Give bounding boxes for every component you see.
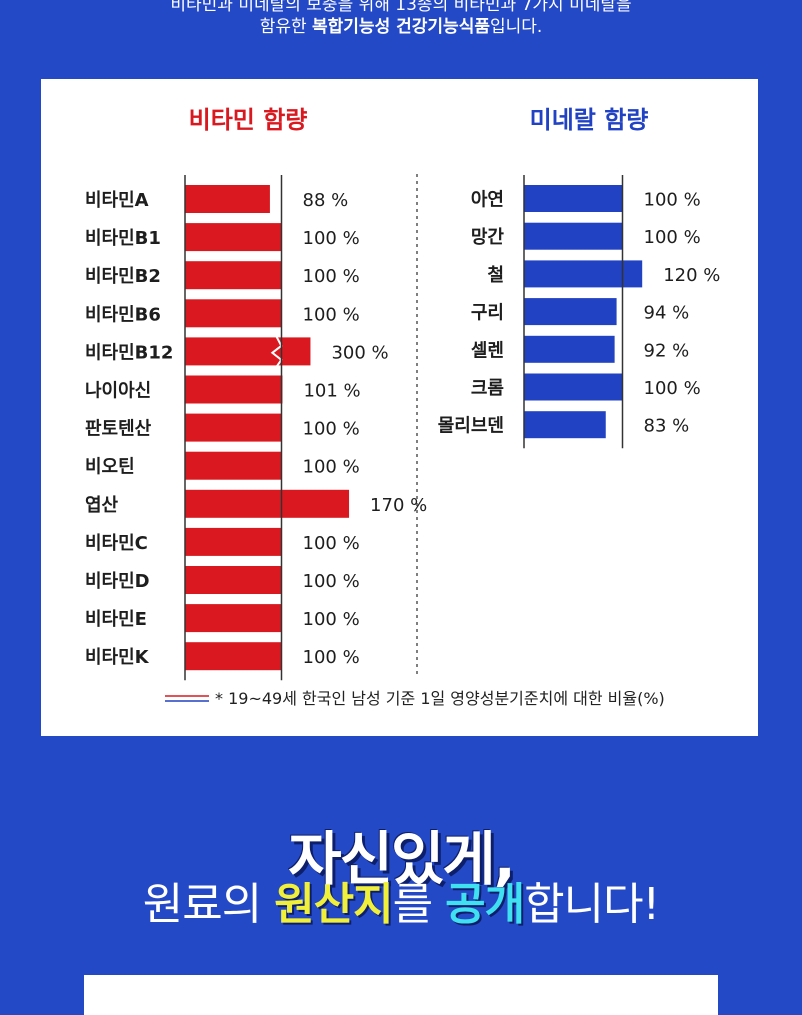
vitamin-axis-break xyxy=(270,333,283,369)
vitamin-value-label: 100 % xyxy=(303,647,360,668)
vitamin-value-label: 100 % xyxy=(303,266,360,287)
mineral-category-label: 아연 xyxy=(471,190,504,211)
nutrient-bar-charts: 비타민 함량 미네랄 함량 비타민A 88 % 비타민B1 100 % 비타민B2 100… xyxy=(85,106,720,708)
mineral-category-label: 구리 xyxy=(471,303,504,324)
vitamin-chart-title: 비타민 함량 xyxy=(189,106,308,134)
vitamin-category-label: 엽산 xyxy=(85,495,119,516)
vitamin-bar xyxy=(185,223,282,252)
mineral-bar xyxy=(524,411,606,439)
mineral-value-label: 94 % xyxy=(644,303,690,324)
vitamin-value-label: 88 % xyxy=(303,190,349,211)
mineral-bars: 아연 100 % 망간 100 % 철 120 % 구리 94 % 셀렌 92 % 크롬 100 % 몰… xyxy=(438,175,720,449)
intro-line-2-bold: 복합기능성 건강기능식품 xyxy=(312,17,490,37)
vitamin-bar xyxy=(185,413,282,442)
vitamin-bar xyxy=(185,185,270,213)
vitamin-bar xyxy=(185,642,282,671)
mineral-value-label: 100 % xyxy=(644,190,701,211)
vitamin-category-label: 비타민D xyxy=(85,571,150,592)
mineral-value-label: 100 % xyxy=(644,378,701,399)
mineral-bar xyxy=(524,373,623,401)
headline-line-1: 자신있게, xyxy=(288,825,515,893)
vitamin-value-label: 100 % xyxy=(303,609,360,630)
origin-info-panel xyxy=(84,975,718,1015)
vitamin-bar xyxy=(185,337,311,366)
vitamin-bar xyxy=(185,566,282,594)
mineral-bar xyxy=(524,185,623,212)
vitamin-category-label: 비오틴 xyxy=(85,457,135,478)
vitamin-category-label: 비타민B1 xyxy=(85,228,161,249)
vitamin-value-label: 300 % xyxy=(331,342,388,363)
mineral-bar xyxy=(524,222,623,250)
mineral-category-label: 철 xyxy=(487,265,504,286)
intro-line-2: 함유한 복합기능성 건강기능식품입니다. xyxy=(0,12,802,37)
intro-line-1: 비타민과 미네랄의 보충을 위해 13종의 비타민과 7가지 미네랄을 xyxy=(170,0,632,15)
vitamin-category-label: 비타민C xyxy=(85,533,148,554)
headline-disclose-word: 공개 xyxy=(445,879,525,930)
intro-line-2-pre: 함유한 xyxy=(259,17,313,37)
headline-line-2-post: 합니다! xyxy=(524,879,660,930)
mineral-chart-title: 미네랄 함량 xyxy=(530,106,649,134)
vitamin-category-label: 나이아신 xyxy=(85,381,151,402)
mineral-category-label: 망간 xyxy=(471,227,505,248)
mineral-value-label: 100 % xyxy=(644,227,701,248)
vitamin-category-label: 비타민B12 xyxy=(85,342,173,363)
vitamin-value-label: 100 % xyxy=(303,457,360,478)
vitamin-value-label: 170 % xyxy=(370,495,427,516)
vitamin-value-label: 100 % xyxy=(303,228,360,249)
mineral-category-label: 셀렌 xyxy=(471,340,504,361)
vitamin-value-label: 101 % xyxy=(303,381,360,402)
mineral-value-label: 83 % xyxy=(644,416,690,437)
mineral-bar xyxy=(524,335,615,363)
vitamin-category-label: 비타민B6 xyxy=(85,304,161,325)
vitamin-category-label: 비타민B2 xyxy=(85,266,161,287)
vitamin-value-label: 100 % xyxy=(303,571,360,592)
headline-line-2-pre: 원료의 xyxy=(142,879,275,930)
footnote-legend: * 19~49세 한국인 남성 기준 1일 영양성분기준치에 대한 비율(%) xyxy=(165,689,665,708)
vitamin-bars: 비타민A 88 % 비타민B1 100 % 비타민B2 100 % 비타민B6 100 % 비타… xyxy=(85,175,427,681)
vitamin-bar xyxy=(185,604,282,633)
mineral-bar xyxy=(524,260,643,288)
footnote-text: * 19~49세 한국인 남성 기준 1일 영양성분기준치에 대한 비율(%) xyxy=(215,689,665,708)
vitamin-bar xyxy=(185,261,282,290)
headline-line-2: 원료의 원산지를 공개합니다! xyxy=(0,868,802,932)
mineral-value-label: 120 % xyxy=(663,265,720,286)
mineral-bar xyxy=(524,298,617,326)
vitamin-category-label: 판토텐산 xyxy=(85,419,152,440)
vitamin-bar xyxy=(185,451,282,480)
vitamin-bar xyxy=(185,527,282,556)
vitamin-category-label: 비타민A xyxy=(85,190,149,211)
vitamin-value-label: 100 % xyxy=(303,419,360,440)
headline-origin-word: 원산지 xyxy=(274,879,393,930)
headline-line-2-mid: 를 xyxy=(392,879,446,930)
vitamin-bar xyxy=(185,375,283,404)
vitamin-value-label: 100 % xyxy=(303,304,360,325)
vitamin-bar xyxy=(185,299,282,328)
mineral-value-label: 92 % xyxy=(644,340,690,361)
vitamin-value-label: 100 % xyxy=(303,533,360,554)
mineral-category-label: 크롬 xyxy=(471,378,504,399)
vitamin-category-label: 비타민E xyxy=(85,609,147,630)
intro-line-2-post: 입니다. xyxy=(489,17,543,37)
mineral-category-label: 몰리브덴 xyxy=(438,416,504,437)
nutrient-chart-card: 비타민 함량 미네랄 함량 비타민A 88 % 비타민B1 100 % 비타민B2 100… xyxy=(41,79,758,736)
vitamin-bar xyxy=(185,489,350,518)
vitamin-category-label: 비타민K xyxy=(85,647,150,668)
